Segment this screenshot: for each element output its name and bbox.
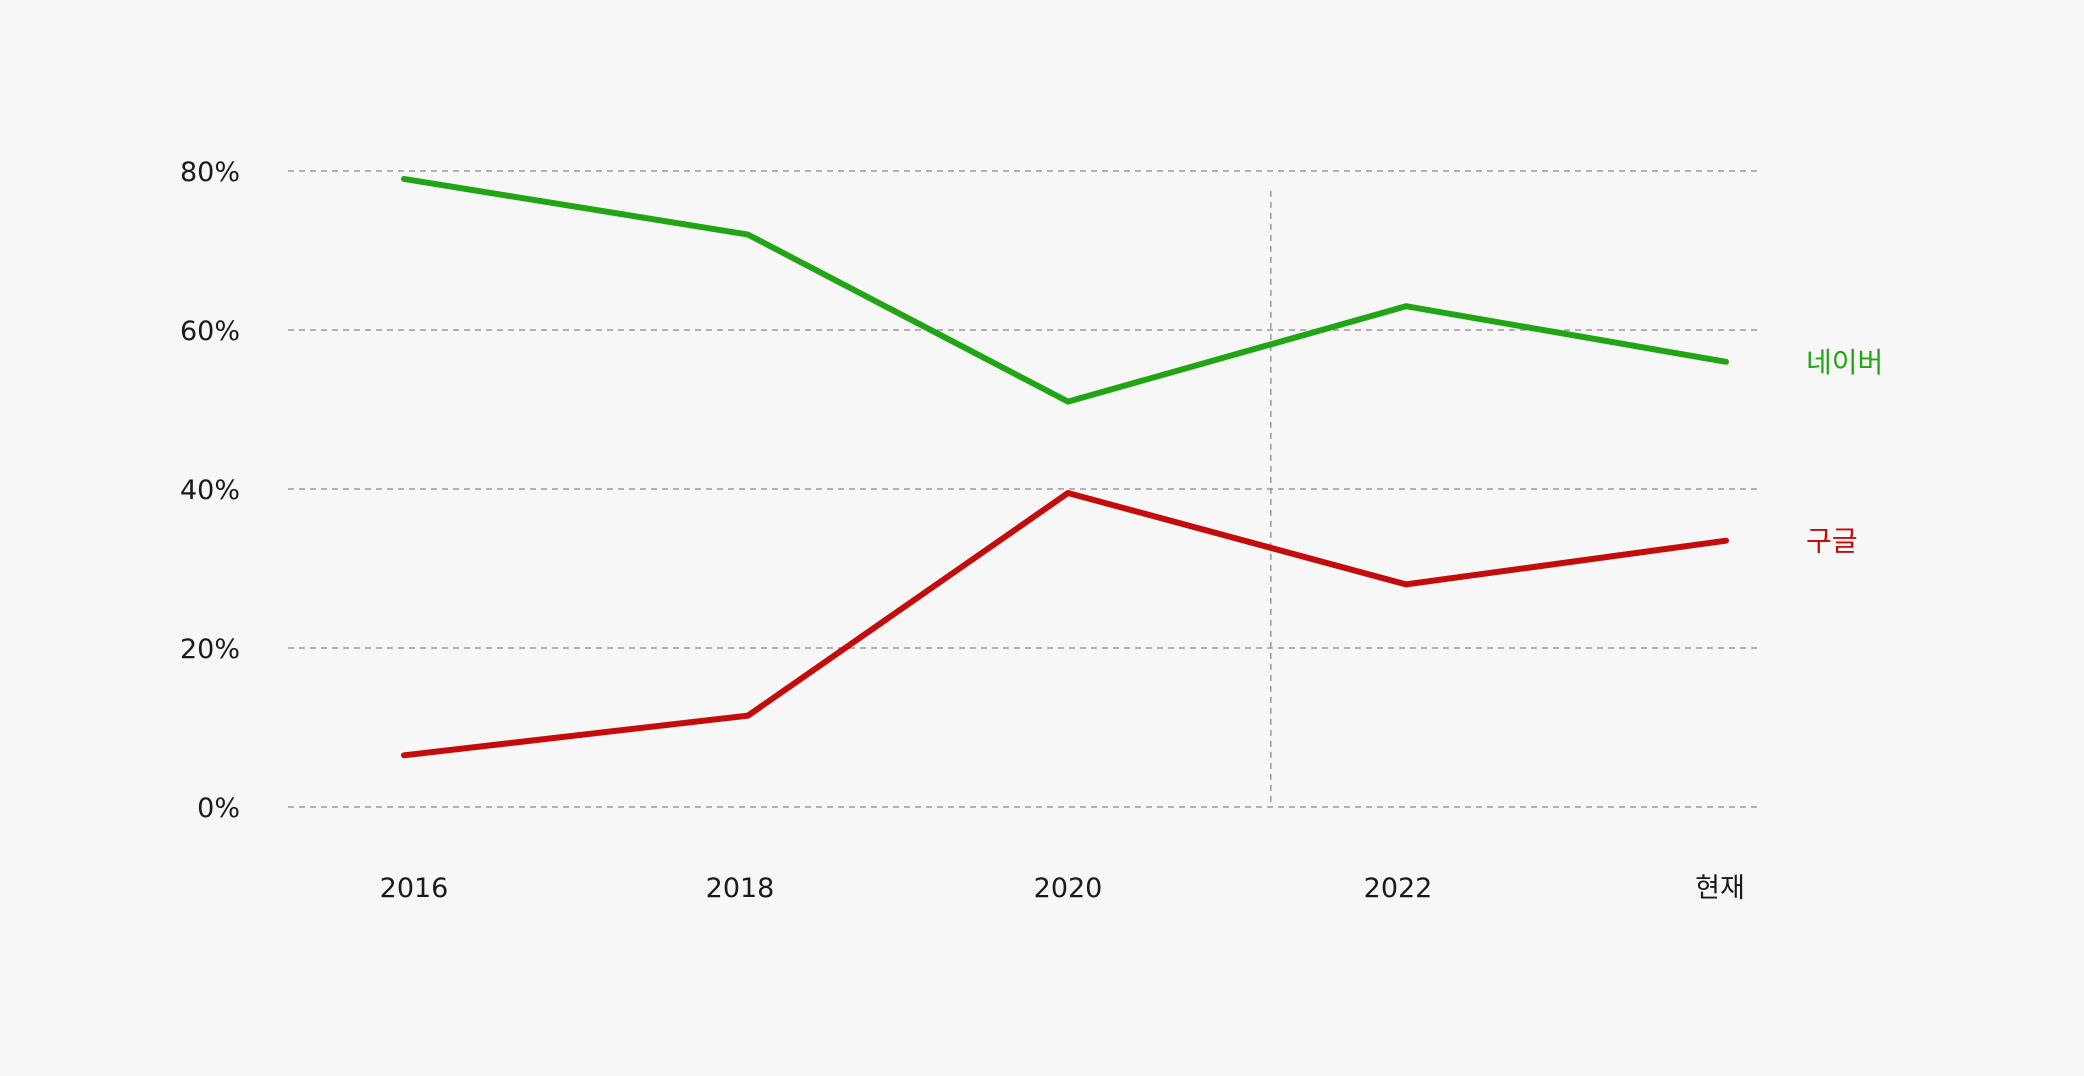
series-line-0 xyxy=(401,175,1729,405)
y-tick-label: 60% xyxy=(180,316,240,347)
x-tick-label: 2020 xyxy=(1034,873,1103,904)
y-tick-label: 80% xyxy=(180,157,240,188)
y-tick-label: 20% xyxy=(180,634,240,665)
grid-lines xyxy=(288,170,1758,808)
series-line-1 xyxy=(401,490,1729,759)
x-tick-label: 2018 xyxy=(706,873,775,904)
x-tick-label: 2022 xyxy=(1364,873,1433,904)
y-axis-ticks: 0% 20% 40% 60% 80% xyxy=(180,157,240,824)
y-tick-label: 0% xyxy=(197,793,240,824)
x-axis-ticks: 2016 2018 2020 2022 현재 xyxy=(380,873,1745,904)
series-label: 네이버 xyxy=(1806,346,1883,379)
series-label: 구글 xyxy=(1806,525,1858,558)
x-tick-label: 2016 xyxy=(380,873,449,904)
x-tick-label: 현재 xyxy=(1695,873,1745,904)
y-tick-label: 40% xyxy=(180,475,240,506)
series-lines xyxy=(401,175,1729,759)
